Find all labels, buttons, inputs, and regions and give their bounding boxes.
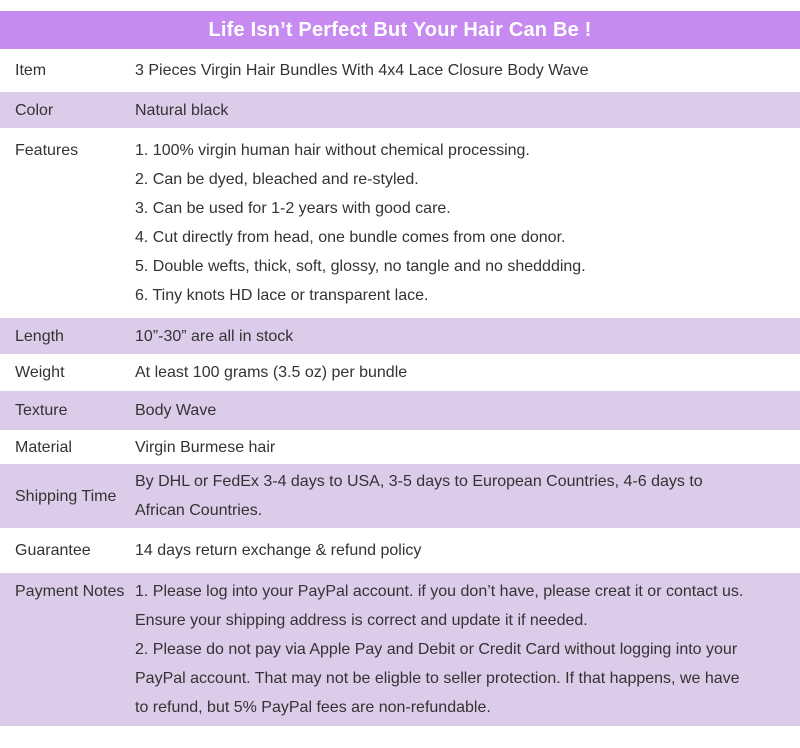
row-value-line: 3. Can be used for 1-2 years with good c…: [135, 200, 451, 217]
row-value: Virgin Burmese hair: [135, 433, 800, 462]
banner-title: Life Isn’t Perfect But Your Hair Can Be …: [208, 18, 592, 41]
table-row: Length 10”-30” are all in stock: [0, 318, 800, 354]
row-value-line: Body Wave: [135, 402, 217, 419]
row-value: Body Wave: [135, 396, 800, 425]
row-value-line: 4. Cut directly from head, one bundle co…: [135, 229, 566, 246]
row-value: 1. 100% virgin human hair without chemic…: [135, 136, 800, 310]
banner: Life Isn’t Perfect But Your Hair Can Be …: [0, 11, 800, 49]
table-row: Payment Notes 1. Please log into your Pa…: [0, 573, 800, 726]
row-value: 14 days return exchange & refund policy: [135, 536, 800, 565]
table-row: Guarantee 14 days return exchange & refu…: [0, 528, 800, 573]
row-value-line: 1. Please log into your PayPal account. …: [135, 583, 744, 600]
row-label: Color: [15, 101, 54, 119]
row-label: Guarantee: [15, 542, 91, 559]
table-row: Texture Body Wave: [0, 391, 800, 430]
table-row: Shipping Time By DHL or FedEx 3-4 days t…: [0, 464, 800, 528]
row-value: 10”-30” are all in stock: [135, 322, 800, 351]
row-value-line: PayPal account. That may not be eligble …: [135, 670, 740, 687]
table-row: Item 3 Pieces Virgin Hair Bundles With 4…: [0, 49, 800, 92]
row-label: Weight: [15, 364, 65, 381]
table-row: Material Virgin Burmese hair: [0, 430, 800, 464]
row-value-line: Virgin Burmese hair: [135, 438, 276, 456]
row-value-line: Natural black: [135, 101, 229, 119]
row-value-line: By DHL or FedEx 3-4 days to USA, 3-5 day…: [135, 473, 703, 490]
row-value-line: 2. Can be dyed, bleached and re-styled.: [135, 171, 419, 188]
row-value: By DHL or FedEx 3-4 days to USA, 3-5 day…: [135, 467, 800, 525]
row-value-line: 14 days return exchange & refund policy: [135, 542, 422, 559]
table-row: Color Natural black: [0, 92, 800, 128]
table-row: Features 1. 100% virgin human hair witho…: [0, 128, 800, 318]
table-row: Weight At least 100 grams (3.5 oz) per b…: [0, 354, 800, 391]
row-value: Natural black: [135, 96, 800, 125]
row-label: Length: [15, 327, 64, 345]
row-value-line: 6. Tiny knots HD lace or transparent lac…: [135, 287, 429, 304]
row-value-line: 10”-30” are all in stock: [135, 327, 294, 345]
row-value-line: to refund, but 5% PayPal fees are non-re…: [135, 699, 491, 716]
row-value-line: 5. Double wefts, thick, soft, glossy, no…: [135, 258, 586, 275]
row-label: Shipping Time: [15, 487, 117, 505]
row-value-line: African Countries.: [135, 502, 263, 519]
row-value-line: 1. 100% virgin human hair without chemic…: [135, 142, 530, 159]
row-value: 1. Please log into your PayPal account. …: [135, 577, 800, 722]
product-spec-table: Item 3 Pieces Virgin Hair Bundles With 4…: [0, 49, 800, 726]
row-value-line: 3 Pieces Virgin Hair Bundles With 4x4 La…: [135, 62, 589, 79]
row-label: Payment Notes: [15, 583, 125, 600]
row-label: Material: [15, 438, 72, 456]
row-label: Item: [15, 62, 47, 79]
row-value-line: 2. Please do not pay via Apple Pay and D…: [135, 641, 738, 658]
row-label: Features: [15, 142, 79, 159]
row-value-line: Ensure your shipping address is correct …: [135, 612, 588, 629]
row-value: At least 100 grams (3.5 oz) per bundle: [135, 358, 800, 387]
row-label: Texture: [15, 402, 68, 419]
row-value: 3 Pieces Virgin Hair Bundles With 4x4 La…: [135, 56, 800, 85]
row-value-line: At least 100 grams (3.5 oz) per bundle: [135, 364, 408, 381]
